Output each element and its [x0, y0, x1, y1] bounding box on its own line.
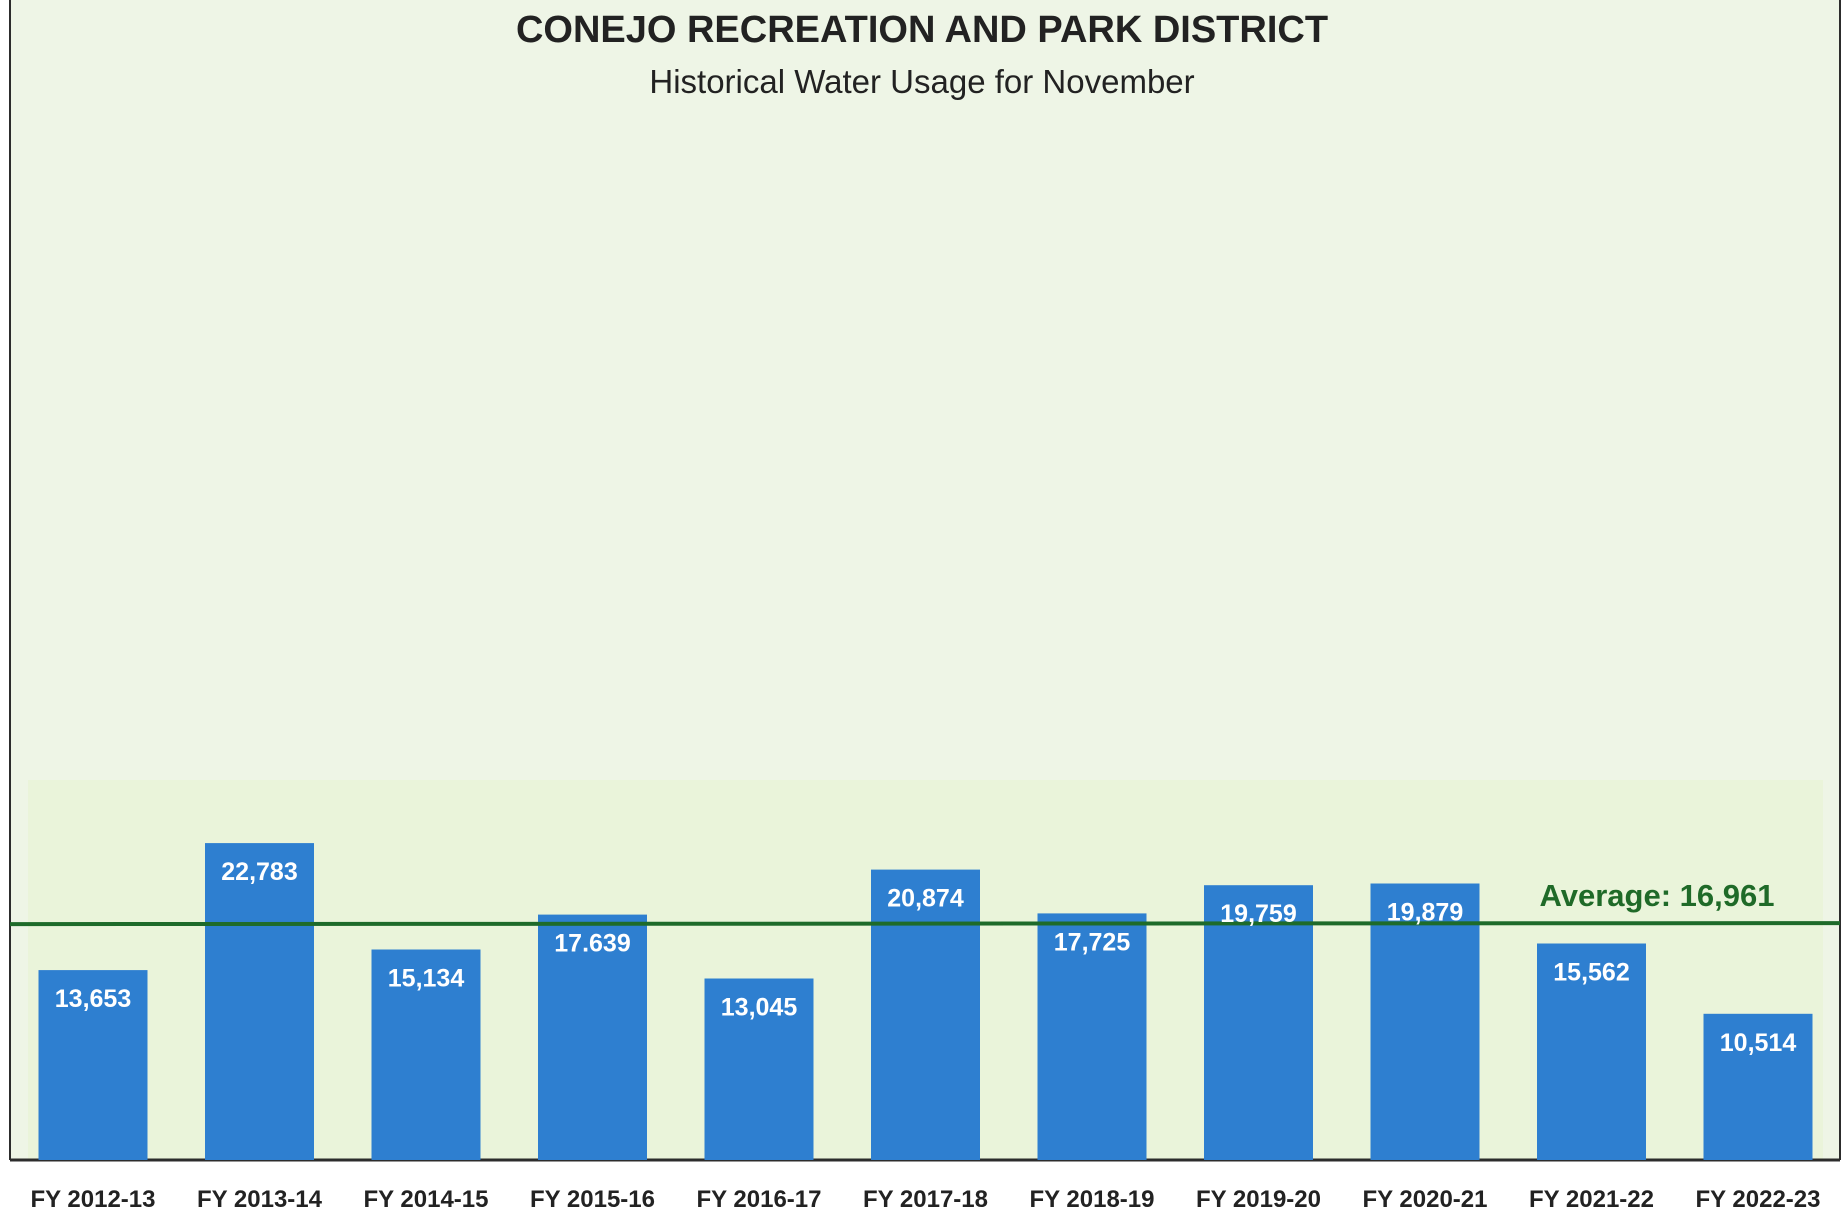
x-tick-label: FY 2020-21 [1363, 1186, 1488, 1213]
bar-value-label: 13,653 [55, 985, 131, 1013]
chart-subtitle: Historical Water Usage for November [649, 63, 1194, 100]
average-label: Average: 16,961 [1540, 878, 1775, 913]
bar-fy-2014-15 [371, 949, 481, 1160]
bar-fy-2022-23 [1703, 1013, 1813, 1160]
x-tick-label: FY 2015-16 [530, 1186, 655, 1213]
bar-fy-2012-13 [38, 970, 148, 1160]
x-tick-label: FY 2018-19 [1030, 1186, 1155, 1213]
bar-value-label: 15,562 [1553, 959, 1629, 987]
x-tick-label: FY 2022-23 [1696, 1186, 1821, 1213]
bar-fy-2021-22 [1537, 943, 1646, 1160]
bar-value-label: 17.639 [554, 930, 630, 958]
bar-value-label: 15,134 [388, 965, 465, 993]
average-layer: Average: 16,961 [9, 878, 1841, 927]
x-tick-label: FY 2021-22 [1529, 1186, 1654, 1213]
x-tick-label: FY 2014-15 [364, 1186, 489, 1213]
bar-value-label: 22,783 [221, 858, 297, 886]
x-tick-label: FY 2019-20 [1196, 1186, 1321, 1213]
bar-fy-2017-18 [871, 869, 980, 1160]
bar-value-label: 19,759 [1220, 900, 1296, 928]
bar-fy-2019-20 [1204, 885, 1313, 1160]
bar-value-label: 13,045 [721, 994, 798, 1022]
bar-fy-2018-19 [1037, 913, 1147, 1160]
x-tick-label: FY 2017-18 [863, 1186, 988, 1213]
bar-value-label: 17,725 [1054, 928, 1131, 956]
bar-fy-2016-17 [704, 978, 814, 1160]
x-tick-label: FY 2013-14 [197, 1186, 323, 1213]
bar-value-label: 20,874 [887, 885, 964, 913]
bar-value-label: 10,514 [1720, 1029, 1797, 1057]
bar-fy-2020-21 [1370, 883, 1480, 1160]
bar-fy-2013-14 [205, 843, 314, 1160]
x-tick-label: FY 2012-13 [31, 1186, 156, 1213]
chart-title: CONEJO RECREATION AND PARK DISTRICT [516, 9, 1328, 51]
labels-layer: 13,653 22,783 15,134 17.639 13,045 20,874 17,7… [55, 858, 1797, 1057]
bar-value-label: 19,879 [1387, 899, 1463, 927]
bars-layer [38, 843, 1813, 1160]
x-tick-labels: FY 2012-13 FY 2013-14 FY 2014-15 FY 2015-16… [31, 1186, 1821, 1213]
average-line [9, 921, 1841, 927]
x-tick-label: FY 2016-17 [697, 1186, 822, 1213]
bar-fy-2015-16 [538, 914, 647, 1160]
